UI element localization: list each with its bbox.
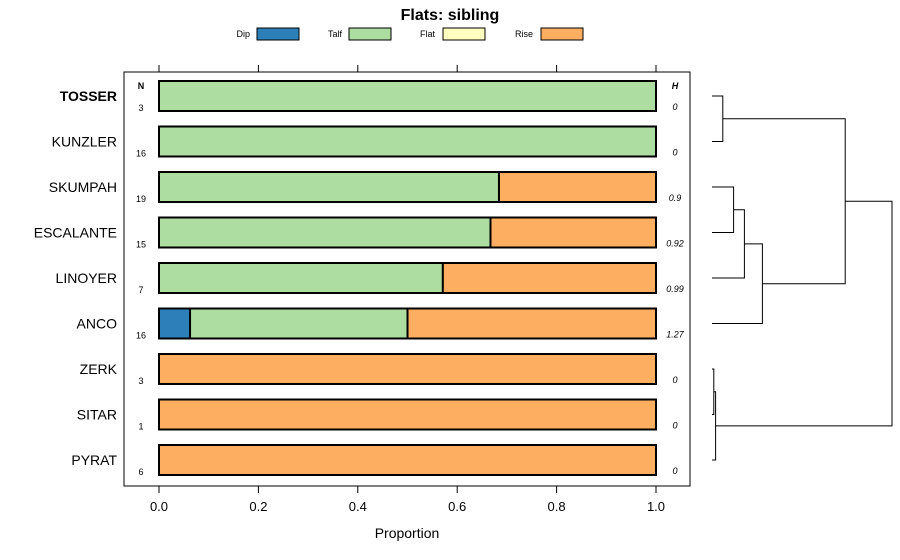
h-label: 0	[672, 466, 677, 476]
chart-title: Flats: sibling	[401, 7, 500, 24]
h-label: 0	[672, 102, 677, 112]
bar-outline-pyrat	[158, 444, 657, 476]
bar-segment-anco-rise	[407, 308, 656, 339]
category-label: ESCALANTE	[34, 225, 117, 241]
bar-segment-zerk-rise	[159, 354, 656, 384]
bar-segment-linoyer-talf	[159, 263, 443, 293]
bar-segment-sitar-rise	[159, 399, 656, 430]
bars	[158, 80, 657, 476]
dendrogram-link	[712, 209, 745, 279]
bar-segment-anco-dip	[159, 308, 191, 339]
legend-swatch-dip	[256, 27, 300, 41]
h-label: 0.92	[666, 239, 684, 249]
n-column-header: N	[138, 81, 145, 91]
dendrogram-link	[715, 200, 893, 427]
dendrogram	[712, 95, 893, 461]
x-tick-label: 0.6	[448, 499, 466, 514]
x-tick-label: 0.4	[349, 499, 367, 514]
h-label: 0.99	[666, 284, 684, 294]
h-label: 0	[672, 148, 677, 158]
dendrogram-link	[712, 243, 763, 324]
dendrogram-link	[722, 118, 846, 285]
dendrogram-link	[712, 368, 715, 415]
x-axis: 0.0 0.2 0.4 0.6 0.8 1.0	[150, 65, 665, 514]
h-labels: 0 0 0.9 0.92 0.99 1.27 0 0 0	[666, 102, 685, 476]
bar-segment-escalante-talf	[159, 217, 491, 248]
bar-outline-linoyer	[158, 262, 657, 294]
x-tick-label: 0.8	[548, 499, 566, 514]
h-label: 0.9	[669, 193, 682, 203]
bar-row-pyrat	[158, 444, 657, 476]
bar-segment-pyrat-rise	[159, 445, 656, 475]
category-labels: TOSSER KUNZLER SKUMPAH ESCALANTE LINOYER ANCO…	[34, 88, 118, 468]
category-label: KUNZLER	[52, 134, 117, 150]
x-axis-label: Proportion	[375, 525, 440, 541]
category-label: LINOYER	[56, 270, 117, 286]
h-column-header: H	[672, 81, 679, 91]
bar-outline-sitar	[158, 398, 657, 431]
legend-label-rise: Rise	[515, 29, 533, 39]
bar-segment-escalante-rise	[490, 217, 656, 248]
n-label: 3	[138, 376, 143, 386]
bar-row-anco	[158, 307, 657, 340]
legend-label-flat: Flat	[420, 29, 436, 39]
legend-label-dip: Dip	[236, 29, 250, 39]
n-label: 15	[136, 240, 146, 250]
legend: Dip Talf Flat Rise	[236, 27, 584, 41]
n-label: 16	[136, 149, 146, 159]
bar-row-kunzler	[158, 125, 657, 158]
legend-swatch-flat	[442, 27, 486, 41]
n-label: 19	[136, 194, 146, 204]
legend-label-talf: Talf	[328, 29, 343, 39]
category-label: SITAR	[77, 407, 117, 423]
bar-row-escalante	[158, 216, 657, 249]
bar-row-linoyer	[158, 262, 657, 294]
n-label: 7	[138, 285, 143, 295]
x-tick-label: 0.2	[249, 499, 267, 514]
bar-outline-zerk	[158, 353, 657, 385]
bar-segment-skumpah-rise	[498, 172, 656, 202]
bar-segment-linoyer-rise	[442, 263, 656, 293]
bar-outline-kunzler	[158, 125, 657, 158]
h-label: 0	[672, 375, 677, 385]
legend-swatch-talf	[348, 27, 392, 41]
bar-row-skumpah	[158, 171, 657, 203]
n-label: 16	[136, 331, 146, 341]
category-label: ANCO	[77, 316, 118, 332]
n-label: 1	[138, 422, 143, 432]
bar-segment-tosser-talf	[159, 81, 656, 111]
category-label: PYRAT	[71, 452, 117, 468]
bar-segment-anco-talf	[190, 308, 408, 339]
bar-outline-tosser	[158, 80, 657, 112]
bar-row-tosser	[158, 80, 657, 112]
category-label: ZERK	[80, 361, 118, 377]
category-label: SKUMPAH	[49, 179, 117, 195]
legend-swatch-rise	[540, 27, 584, 41]
bar-outline-skumpah	[158, 171, 657, 203]
n-label: 3	[138, 103, 143, 113]
dendrogram-link	[712, 95, 724, 142]
bar-row-zerk	[158, 353, 657, 385]
bar-row-sitar	[158, 398, 657, 431]
bar-outline-anco	[158, 307, 657, 340]
h-label: 0	[672, 421, 677, 431]
plot-frame	[123, 71, 691, 487]
category-label: TOSSER	[60, 88, 117, 104]
bar-outline-escalante	[158, 216, 657, 249]
x-tick-label: 1.0	[647, 499, 665, 514]
x-tick-label: 0.0	[150, 499, 168, 514]
h-label: 1.27	[666, 330, 685, 340]
bar-segment-kunzler-talf	[159, 126, 656, 157]
n-label: 6	[138, 467, 143, 477]
dendrogram-link	[712, 186, 735, 233]
bar-segment-skumpah-talf	[159, 172, 499, 202]
